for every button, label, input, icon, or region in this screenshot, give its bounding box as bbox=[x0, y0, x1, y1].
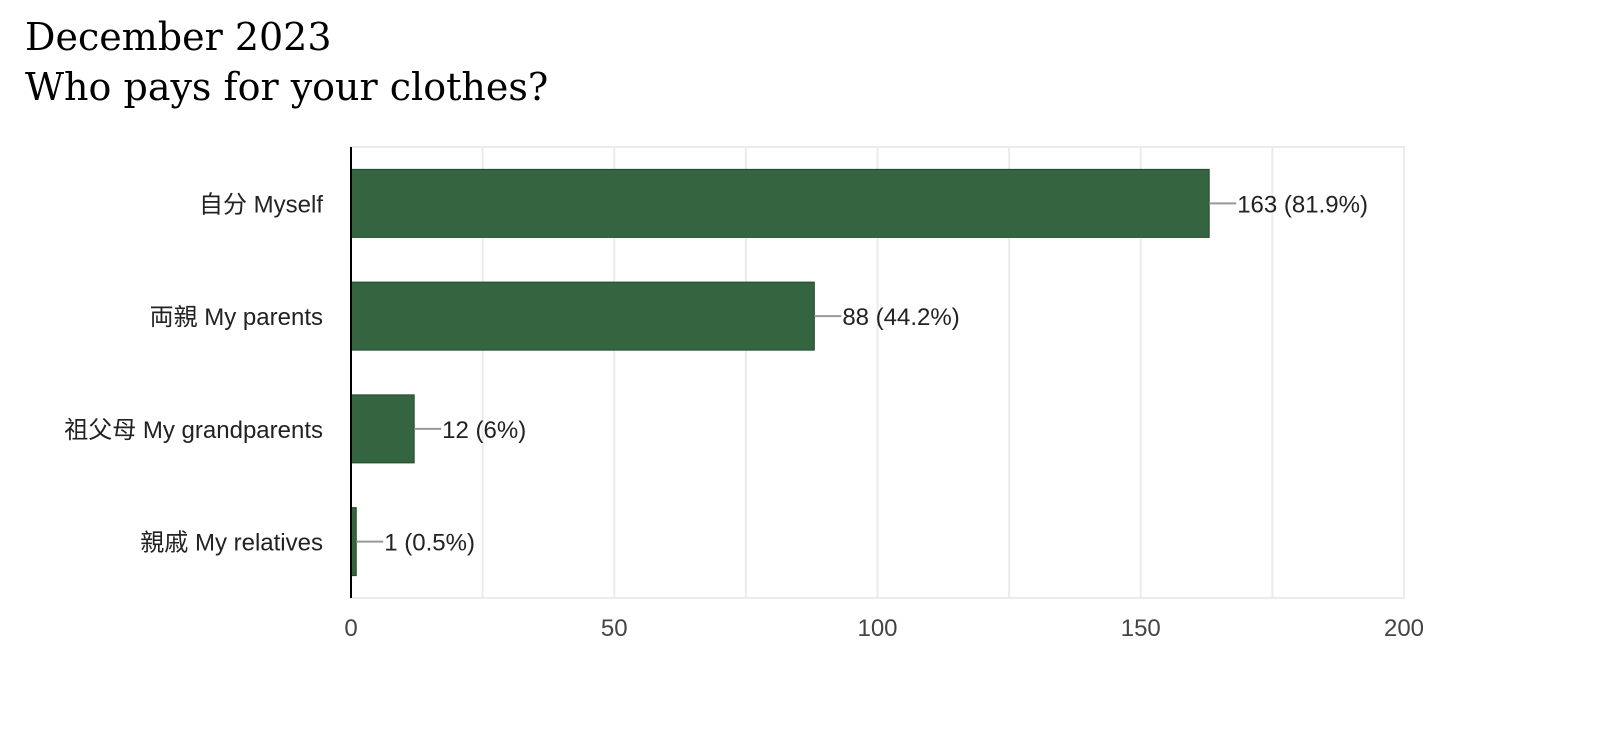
x-tick-label: 100 bbox=[857, 615, 897, 642]
x-tick-label: 150 bbox=[1121, 615, 1161, 642]
bars bbox=[350, 168, 1210, 577]
bar bbox=[350, 281, 815, 351]
x-tick-label: 50 bbox=[601, 615, 628, 642]
x-tick-label: 200 bbox=[1384, 615, 1424, 642]
chart-title-block: December 2023 Who pays for your clothes? bbox=[25, 12, 548, 112]
category-label: 祖父母 My grandparents bbox=[64, 417, 323, 444]
bar bbox=[350, 168, 1210, 238]
data-label: 12 (6%) bbox=[442, 417, 526, 444]
data-label: 88 (44.2%) bbox=[842, 304, 959, 331]
x-axis-ticks: 0 50 100 150 200 bbox=[344, 615, 1424, 642]
category-labels: 自分 Myself 両親 My parents 祖父母 My grandparent… bbox=[64, 191, 323, 556]
category-label: 親戚 My relatives bbox=[140, 530, 323, 557]
data-label: 1 (0.5%) bbox=[384, 530, 475, 557]
category-label: 自分 Myself bbox=[199, 191, 323, 218]
data-label: 163 (81.9%) bbox=[1237, 191, 1368, 218]
chart-subtitle: Who pays for your clothes? bbox=[25, 65, 549, 109]
value-labels: 163 (81.9%) 88 (44.2%) 12 (6%) 1 (0.5%) bbox=[356, 191, 1368, 557]
x-tick-label: 0 bbox=[344, 615, 357, 642]
category-label: 両親 My parents bbox=[150, 304, 323, 331]
chart-title: December 2023 bbox=[25, 15, 332, 59]
bar bbox=[350, 394, 415, 464]
